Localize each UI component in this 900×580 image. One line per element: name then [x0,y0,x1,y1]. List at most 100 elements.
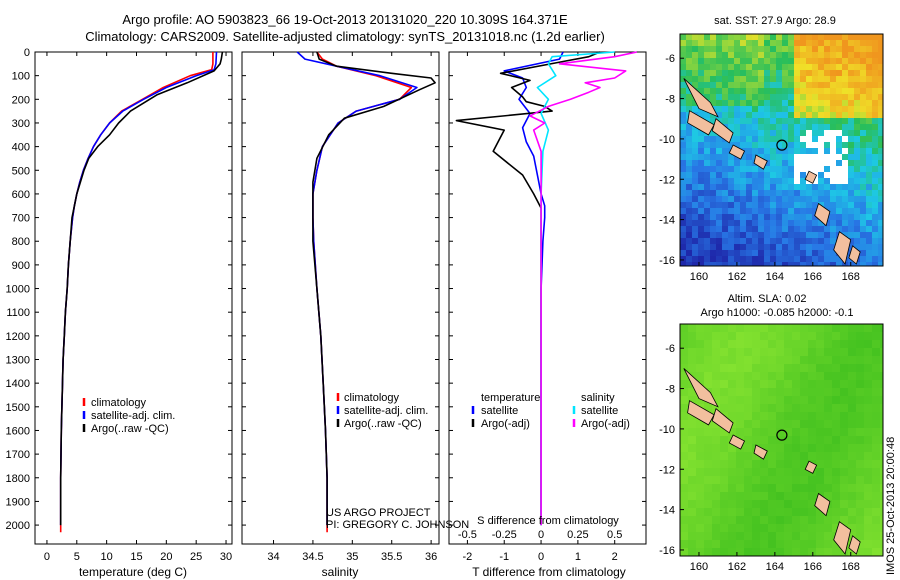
map-cell [782,52,788,58]
map-cell [776,70,782,76]
map-cell [848,468,856,476]
map-cell [872,82,878,88]
map-cell [692,100,698,106]
map-cell [800,476,808,484]
map-cell [880,436,883,444]
map-cell [712,524,720,532]
map-cell [816,396,824,404]
map-cell [866,58,872,64]
map-cell [818,142,824,148]
map-cell [758,214,764,220]
map-cell [830,52,836,58]
map-cell [800,444,808,452]
map-cell [760,468,768,476]
map-cell [740,52,746,58]
map-cell [806,58,812,64]
map-cell [740,94,746,100]
map-cell [848,548,856,556]
map-cell [728,340,736,348]
map-cell [872,508,880,516]
map-cell [776,404,784,412]
map-cell [832,484,840,492]
map-cell [764,106,770,112]
map-cell [758,136,764,142]
map-cell [800,232,806,238]
map-cell [722,58,728,64]
y-tick-label: 1000 [6,284,30,296]
map-cell [698,226,704,232]
map-cell [782,202,788,208]
map-cell [784,516,792,524]
map-cell [856,492,864,500]
map-cell [768,412,776,420]
map-cell [808,508,816,516]
map-cell [776,420,784,428]
map-cell [854,232,860,238]
map-cell [758,190,764,196]
x-tick-label: 34.5 [302,551,323,563]
map-cell [752,356,760,364]
map-cell [864,540,872,548]
map-cell [866,244,872,250]
s-diff-tick-label: 0.25 [567,529,588,541]
profile-line [59,51,218,526]
map-cell [752,436,760,444]
map-cell [764,220,770,226]
map-cell [752,124,758,130]
map-cell [836,46,842,52]
map-cell [758,154,764,160]
map-cell [698,166,704,172]
map-cell [872,468,880,476]
map-cell [824,70,830,76]
map-cell [854,160,860,166]
map-cell [806,142,812,148]
map-cell [692,190,698,196]
map-cell [816,548,824,556]
map-cell [872,324,880,332]
map-cell [692,70,698,76]
map-cell [816,420,824,428]
map-cell [792,388,800,396]
salinity-legend: climatology satellite-adj. clim. Argo(..… [336,392,428,430]
map-cell [806,112,812,118]
map-cell [680,178,686,184]
map-cell [830,232,836,238]
map-cell [740,58,746,64]
map-cell [792,324,800,332]
map-cell [800,226,806,232]
map-cell [752,492,760,500]
map-cell [866,142,872,148]
map-x-tick-label: 166 [804,561,822,573]
map-cell [722,148,728,154]
map-cell [760,540,768,548]
map-cell [728,238,734,244]
map-cell [764,76,770,82]
map-cell [848,452,856,460]
map-cell [746,112,752,118]
map-cell [794,166,800,172]
map-cell [710,130,716,136]
map-cell [788,100,794,106]
map-cell [760,388,768,396]
map-cell [722,208,728,214]
y-tick-label: 600 [12,189,30,201]
map-cell [864,380,872,388]
y-tick-label: 400 [12,142,30,154]
map-cell [832,524,840,532]
map-cell [728,516,736,524]
map-cell [704,452,712,460]
map-cell [854,106,860,112]
map-cell [832,420,840,428]
map-cell [818,124,824,130]
island [728,434,746,450]
map-cell [716,226,722,232]
map-cell [788,262,794,266]
map-cell [782,58,788,64]
map-cell [800,46,806,52]
map-cell [728,388,736,396]
map-cell [734,94,740,100]
map-cell [770,172,776,178]
map-cell [854,46,860,52]
map-cell [788,220,794,226]
